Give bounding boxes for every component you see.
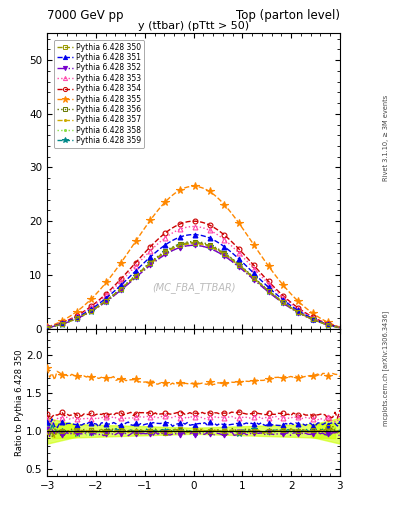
Text: 7000 GeV pp: 7000 GeV pp xyxy=(47,9,124,22)
Text: (MC_FBA_TTBAR): (MC_FBA_TTBAR) xyxy=(152,282,235,293)
Legend: Pythia 6.428 350, Pythia 6.428 351, Pythia 6.428 352, Pythia 6.428 353, Pythia 6: Pythia 6.428 350, Pythia 6.428 351, Pyth… xyxy=(54,40,144,148)
Y-axis label: Ratio to Pythia 6.428 350: Ratio to Pythia 6.428 350 xyxy=(15,349,24,456)
Text: Rivet 3.1.10, ≥ 3M events: Rivet 3.1.10, ≥ 3M events xyxy=(383,95,389,181)
Text: Top (parton level): Top (parton level) xyxy=(236,9,340,22)
Text: mcplots.cern.ch [arXiv:1306.3436]: mcplots.cern.ch [arXiv:1306.3436] xyxy=(382,311,389,426)
Title: y (tt̄bar) (pTtt > 50): y (tt̄bar) (pTtt > 50) xyxy=(138,21,249,31)
